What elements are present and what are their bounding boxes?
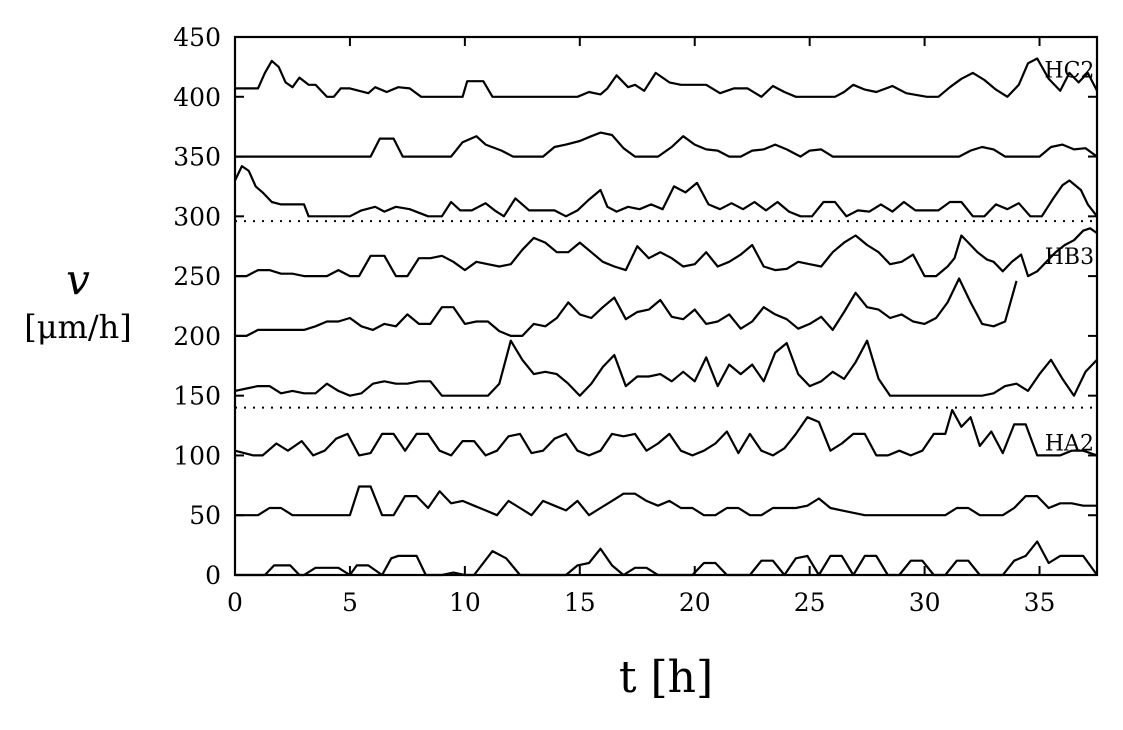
series-annotations: HC2 HB3 HA2 — [1044, 58, 1094, 456]
y-tick-label: 0 — [205, 561, 221, 590]
velocity-trace-4 — [235, 227, 1098, 278]
x-tick-label: 15 — [564, 588, 596, 617]
y-tick-label: 150 — [173, 382, 221, 411]
series-label-hc2: HC2 — [1044, 58, 1094, 83]
y-tick-label: 250 — [173, 262, 221, 291]
y-axis-label-symbol: v — [66, 255, 90, 304]
velocity-trace-7 — [234, 408, 1098, 457]
x-tick-label: 0 — [227, 588, 243, 617]
velocity-trace-1 — [235, 57, 1098, 98]
x-tick-label: 20 — [679, 588, 711, 617]
separators — [235, 220, 1097, 409]
y-tick-label: 300 — [173, 202, 221, 231]
y-tick-label: 200 — [173, 322, 221, 351]
x-tick-label: 25 — [794, 588, 826, 617]
velocity-trace-9 — [235, 540, 1098, 577]
x-tick-label: 35 — [1024, 588, 1056, 617]
velocity-trace-3 — [234, 165, 1098, 218]
y-tick-label: 350 — [173, 143, 221, 172]
velocity-trace-8 — [235, 485, 1097, 517]
y-axis: 0 50 100 150 200 250 300 350 400 450 — [173, 23, 1097, 590]
x-tick-label: 30 — [909, 588, 941, 617]
velocity-trace-6 — [234, 339, 1098, 397]
series-label-ha2: HA2 — [1045, 431, 1094, 456]
velocity-trace-2 — [235, 131, 1098, 158]
y-tick-label: 400 — [173, 83, 221, 112]
y-tick-label: 450 — [173, 23, 221, 52]
x-axis: 0 5 10 15 20 25 30 35 — [227, 37, 1055, 617]
y-tick-label: 100 — [173, 441, 221, 470]
x-axis-label: t [h] — [619, 652, 713, 703]
x-tick-label: 5 — [342, 588, 358, 617]
y-axis-label-unit: [μm/h] — [24, 308, 132, 346]
velocity-traces — [234, 57, 1098, 577]
plot-frame — [233, 35, 1099, 577]
x-tick-label: 10 — [449, 588, 481, 617]
series-label-hb3: HB3 — [1045, 245, 1094, 270]
y-tick-label: 50 — [189, 501, 221, 530]
velocity-trace-5 — [235, 277, 1018, 337]
